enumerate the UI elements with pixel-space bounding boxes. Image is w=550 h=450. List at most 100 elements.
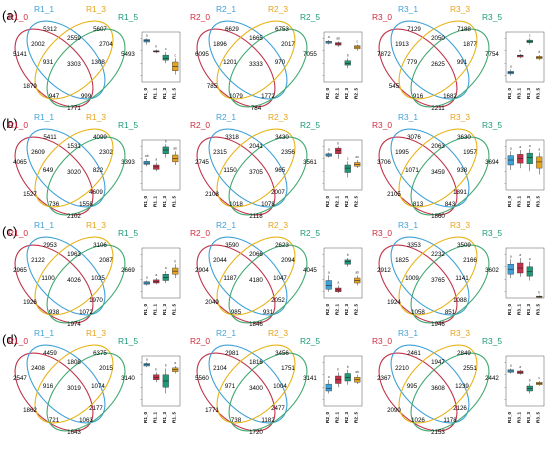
venn-count: 721 xyxy=(49,417,60,424)
ellipse-set-4 xyxy=(228,28,308,108)
venn-count: 1074 xyxy=(91,383,105,390)
venn-set-label: R3_5 xyxy=(482,336,502,346)
boxplot-x-tick-label: R2_0 xyxy=(325,412,330,423)
venn-count: 3705 xyxy=(249,169,263,176)
boxplot-sig-letter: b xyxy=(165,364,167,368)
venn-count: 2904 xyxy=(195,267,209,274)
venn-set-label: R2_0 xyxy=(190,12,210,22)
boxplot-box xyxy=(335,147,342,154)
boxplot-x-tick-label: R3_1 xyxy=(516,196,521,207)
boxplot-sig-letter: b xyxy=(155,367,157,371)
boxplot-box xyxy=(507,155,514,166)
venn-count: 1808 xyxy=(67,359,81,366)
venn-count: 1896 xyxy=(213,41,227,48)
boxplot-box xyxy=(517,54,524,58)
boxplot-x-tick-label: R1_5 xyxy=(171,304,176,315)
ellipse-set-4 xyxy=(46,28,126,108)
venn-count: 3106 xyxy=(93,242,107,249)
venn-count: 947 xyxy=(49,93,60,100)
boxplot-sig-letter: a xyxy=(155,273,157,277)
boxplot-sig-letter: b xyxy=(337,141,339,145)
boxplot-sig-letter: a xyxy=(328,35,330,39)
venn-count: 2302 xyxy=(99,149,113,156)
venn-set-label: R2_5 xyxy=(300,228,320,238)
venn-count: 1527 xyxy=(23,191,37,198)
boxplot-x-tick-label: R2_3 xyxy=(344,412,349,423)
venn-set-label: R1_0 xyxy=(8,12,28,22)
boxplot-sig-letter: a xyxy=(519,365,521,369)
venn-count: 2669 xyxy=(121,267,135,274)
boxplot-sig-letter: b xyxy=(538,291,540,295)
venn-set-label: R2_1 xyxy=(216,112,236,122)
boxplot-sig-letter: a xyxy=(519,145,521,149)
venn-count: 999 xyxy=(81,93,92,100)
venn-count: 3303 xyxy=(67,61,81,68)
venn-count: 785 xyxy=(207,83,218,90)
boxplot-x-tick-label: R3_3 xyxy=(526,88,531,99)
venn-set-label: R1_0 xyxy=(8,120,28,130)
venn-count: 3430 xyxy=(275,134,289,141)
boxplot-x-tick-label: R1_5 xyxy=(171,88,176,99)
boxplot-frame xyxy=(323,31,363,83)
venn-count: 1141 xyxy=(455,275,469,282)
venn-count: 938 xyxy=(457,167,468,174)
venn-set-label: R1_3 xyxy=(86,328,106,338)
ellipse-set-2 xyxy=(26,20,106,100)
venn-set-label: R3_3 xyxy=(450,112,470,122)
boxplot-x-tick-label: R1_0 xyxy=(143,304,148,315)
venn-count: 1860 xyxy=(431,213,445,220)
venn-count: 2041 xyxy=(249,143,263,150)
venn-count: 2102 xyxy=(67,213,81,220)
venn-count: 2315 xyxy=(213,149,227,156)
venn-count: 1088 xyxy=(453,297,467,304)
venn-count: 2118 xyxy=(249,213,263,220)
venn-count: 916 xyxy=(413,93,424,100)
venn-count: 1924 xyxy=(387,299,401,306)
boxplot-sig-letter: c xyxy=(538,376,540,380)
venn-count: 3076 xyxy=(407,134,421,141)
boxplot-x-tick-label: R2_5 xyxy=(353,412,358,423)
venn-count: 4045 xyxy=(303,267,317,274)
boxplot-x-tick-label: R2_1 xyxy=(334,412,339,423)
venn-count: 2551 xyxy=(463,365,477,372)
boxplot-sig-letter: d xyxy=(538,50,540,54)
boxplot-x-tick-label: R2_1 xyxy=(334,304,339,315)
boxplot-sig-letter: ab xyxy=(336,36,340,40)
boxplot-x-tick-label: R3_5 xyxy=(535,88,540,99)
ellipse-set-4 xyxy=(410,136,490,216)
boxplot-x-tick-label: R2_0 xyxy=(325,196,330,207)
venn-set-label: R3_5 xyxy=(482,12,502,22)
venn-count: 813 xyxy=(413,201,424,208)
venn-count: 7055 xyxy=(303,51,317,58)
venn-count: 3333 xyxy=(249,61,263,68)
venn-count: 1009 xyxy=(405,275,419,282)
venn-count: 1772 xyxy=(261,93,275,100)
venn-count: 2122 xyxy=(31,257,45,264)
venn-count: 1071 xyxy=(405,167,419,174)
ellipse-set-1 xyxy=(14,136,94,216)
venn-count: 2609 xyxy=(31,149,45,156)
venn-count: 5607 xyxy=(93,26,107,33)
venn-count: 2745 xyxy=(195,159,209,166)
boxplot-sig-letter: ab xyxy=(355,271,359,275)
venn-count: 931 xyxy=(43,59,54,66)
venn-set-label: R1_5 xyxy=(118,336,138,346)
ellipse-set-1 xyxy=(196,136,276,216)
boxplot-x-tick-label: R3_5 xyxy=(535,412,540,423)
ellipse-set-1 xyxy=(378,136,458,216)
venn-count: 1957 xyxy=(463,149,477,156)
venn-set-label: R3_3 xyxy=(450,328,470,338)
boxplot-sig-letter: c xyxy=(174,53,176,57)
boxplot-x-tick-label: R2_1 xyxy=(334,88,339,99)
ellipse-set-2 xyxy=(208,20,288,100)
boxplot-sig-letter: b xyxy=(529,379,531,383)
venn-count: 3765 xyxy=(431,277,445,284)
venn-panel: R1_0 R1_1 R1_3 R1_5 2965 2953 3106 2669 2122 1963… xyxy=(8,220,181,328)
boxplot-box xyxy=(325,41,332,44)
venn-count: 4065 xyxy=(13,159,27,166)
boxplot-sig-letter: ac xyxy=(355,155,359,159)
boxplot-sig-letter: b xyxy=(337,367,339,371)
venn-count: 2849 xyxy=(457,350,471,357)
venn-set-label: R1_3 xyxy=(86,112,106,122)
